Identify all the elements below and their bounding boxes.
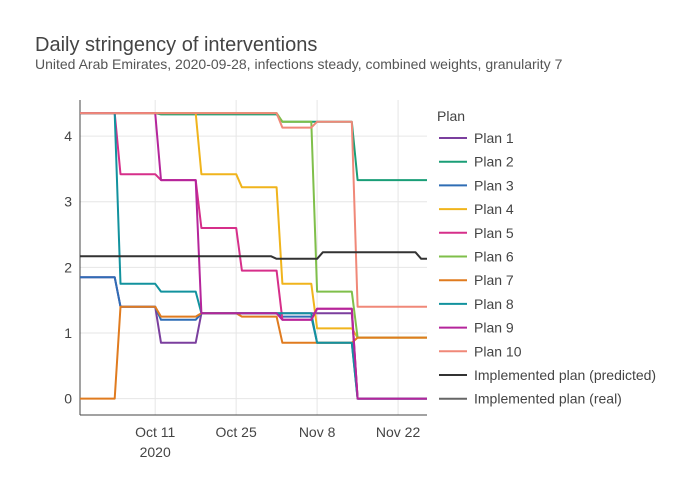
y-tick-label: 4 — [64, 128, 72, 144]
y-tick-label: 1 — [64, 325, 72, 341]
legend-item-implemented-plan-predicted[interactable]: Implemented plan (predicted) — [439, 367, 656, 383]
y-tick-label: 0 — [64, 391, 72, 407]
legend-item-plan-1[interactable]: Plan 1 — [439, 130, 514, 146]
legend-label: Plan 1 — [474, 130, 514, 146]
legend-item-plan-3[interactable]: Plan 3 — [439, 177, 514, 193]
series-line-plan-7 — [80, 305, 427, 400]
legend-item-plan-8[interactable]: Plan 8 — [439, 296, 514, 312]
legend-title: Plan — [437, 108, 465, 124]
legend-label: Implemented plan (predicted) — [474, 367, 656, 383]
x-tick-sublabel: 2020 — [140, 444, 171, 460]
legend-item-plan-9[interactable]: Plan 9 — [439, 320, 514, 336]
legend-item-implemented-plan-real[interactable]: Implemented plan (real) — [439, 391, 622, 407]
y-tick-label: 3 — [64, 194, 72, 210]
y-tick-label: 2 — [64, 259, 72, 275]
series-line-plan-6 — [80, 112, 427, 339]
grid — [80, 100, 427, 415]
legend-label: Implemented plan (real) — [474, 391, 622, 407]
legend: Plan Plan 1 Plan 2 Plan 3 Plan 4 Plan 5 Plan … — [437, 108, 656, 407]
legend-label: Plan 10 — [474, 343, 522, 359]
legend-label: Plan 4 — [474, 201, 514, 217]
series-line-plan-9 — [80, 112, 427, 400]
legend-label: Plan 2 — [474, 154, 514, 170]
x-tick-label: Oct 25 — [216, 424, 257, 440]
legend-label: Plan 7 — [474, 272, 514, 288]
legend-label: Plan 8 — [474, 296, 514, 312]
series-line-plan-10 — [80, 112, 427, 308]
legend-label: Plan 9 — [474, 320, 514, 336]
legend-item-plan-10[interactable]: Plan 10 — [439, 343, 522, 359]
legend-item-plan-7[interactable]: Plan 7 — [439, 272, 514, 288]
legend-item-plan-4[interactable]: Plan 4 — [439, 201, 514, 217]
axes: 0 1 2 3 4 Oct 11 2020 Oct 25 Nov 8 Nov 22 — [64, 100, 427, 460]
legend-label: Plan 5 — [474, 225, 514, 241]
x-tick-label: Nov 8 — [299, 424, 336, 440]
legend-item-plan-5[interactable]: Plan 5 — [439, 225, 514, 241]
x-tick-label: Oct 11 — [135, 424, 175, 440]
chart-subtitle: United Arab Emirates, 2020-09-28, infect… — [35, 56, 563, 72]
series-line-implemented-plan-predicted — [80, 251, 427, 260]
chart-title: Daily stringency of interventions — [35, 34, 317, 56]
x-tick-label: Nov 22 — [376, 424, 421, 440]
series-layer — [80, 112, 427, 400]
legend-label: Plan 3 — [474, 177, 514, 193]
legend-item-plan-2[interactable]: Plan 2 — [439, 154, 514, 170]
legend-item-plan-6[interactable]: Plan 6 — [439, 249, 514, 265]
series-line-plan-4 — [80, 112, 427, 339]
series-line-plan-2 — [80, 112, 427, 182]
legend-label: Plan 6 — [474, 249, 514, 265]
